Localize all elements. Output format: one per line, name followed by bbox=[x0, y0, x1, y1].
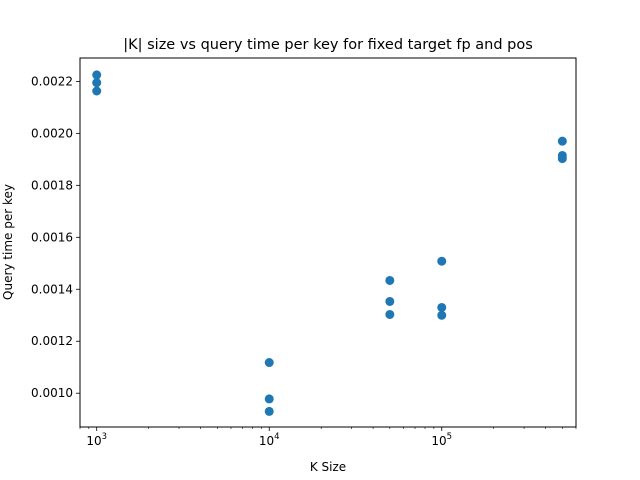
x-tick-label: 103 bbox=[86, 432, 107, 448]
data-point bbox=[437, 256, 447, 266]
data-point bbox=[385, 309, 395, 319]
data-point bbox=[92, 70, 102, 80]
data-points bbox=[92, 70, 567, 416]
data-point bbox=[92, 86, 102, 96]
data-point bbox=[264, 394, 274, 404]
data-point bbox=[437, 302, 447, 312]
y-tick-label: 0.0010 bbox=[31, 386, 73, 400]
data-point bbox=[264, 406, 274, 416]
data-point bbox=[264, 358, 274, 368]
y-tick-label: 0.0012 bbox=[31, 334, 73, 348]
data-point bbox=[92, 78, 102, 88]
y-tick-label: 0.0018 bbox=[31, 178, 73, 192]
axis-ticks: 0.0010 0.0012 0.0014 0.0016 0.0018 0.0020 0.00… bbox=[31, 74, 577, 448]
y-tick-label: 0.0020 bbox=[31, 126, 73, 140]
x-tick-label: 104 bbox=[259, 432, 280, 448]
x-axis-label: K Size bbox=[310, 460, 346, 474]
chart-title: |K| size vs query time per key for fixed… bbox=[123, 37, 533, 53]
plot-frame bbox=[79, 57, 577, 428]
x-tick-label: 105 bbox=[431, 432, 452, 448]
data-point bbox=[385, 296, 395, 306]
data-point bbox=[385, 275, 395, 285]
y-tick-label: 0.0022 bbox=[31, 74, 73, 88]
data-point bbox=[557, 154, 567, 164]
data-point bbox=[437, 310, 447, 320]
y-tick-label: 0.0014 bbox=[31, 282, 73, 296]
y-axis-label: Query time per key bbox=[1, 184, 15, 300]
y-tick-label: 0.0016 bbox=[31, 230, 73, 244]
data-point bbox=[557, 136, 567, 146]
